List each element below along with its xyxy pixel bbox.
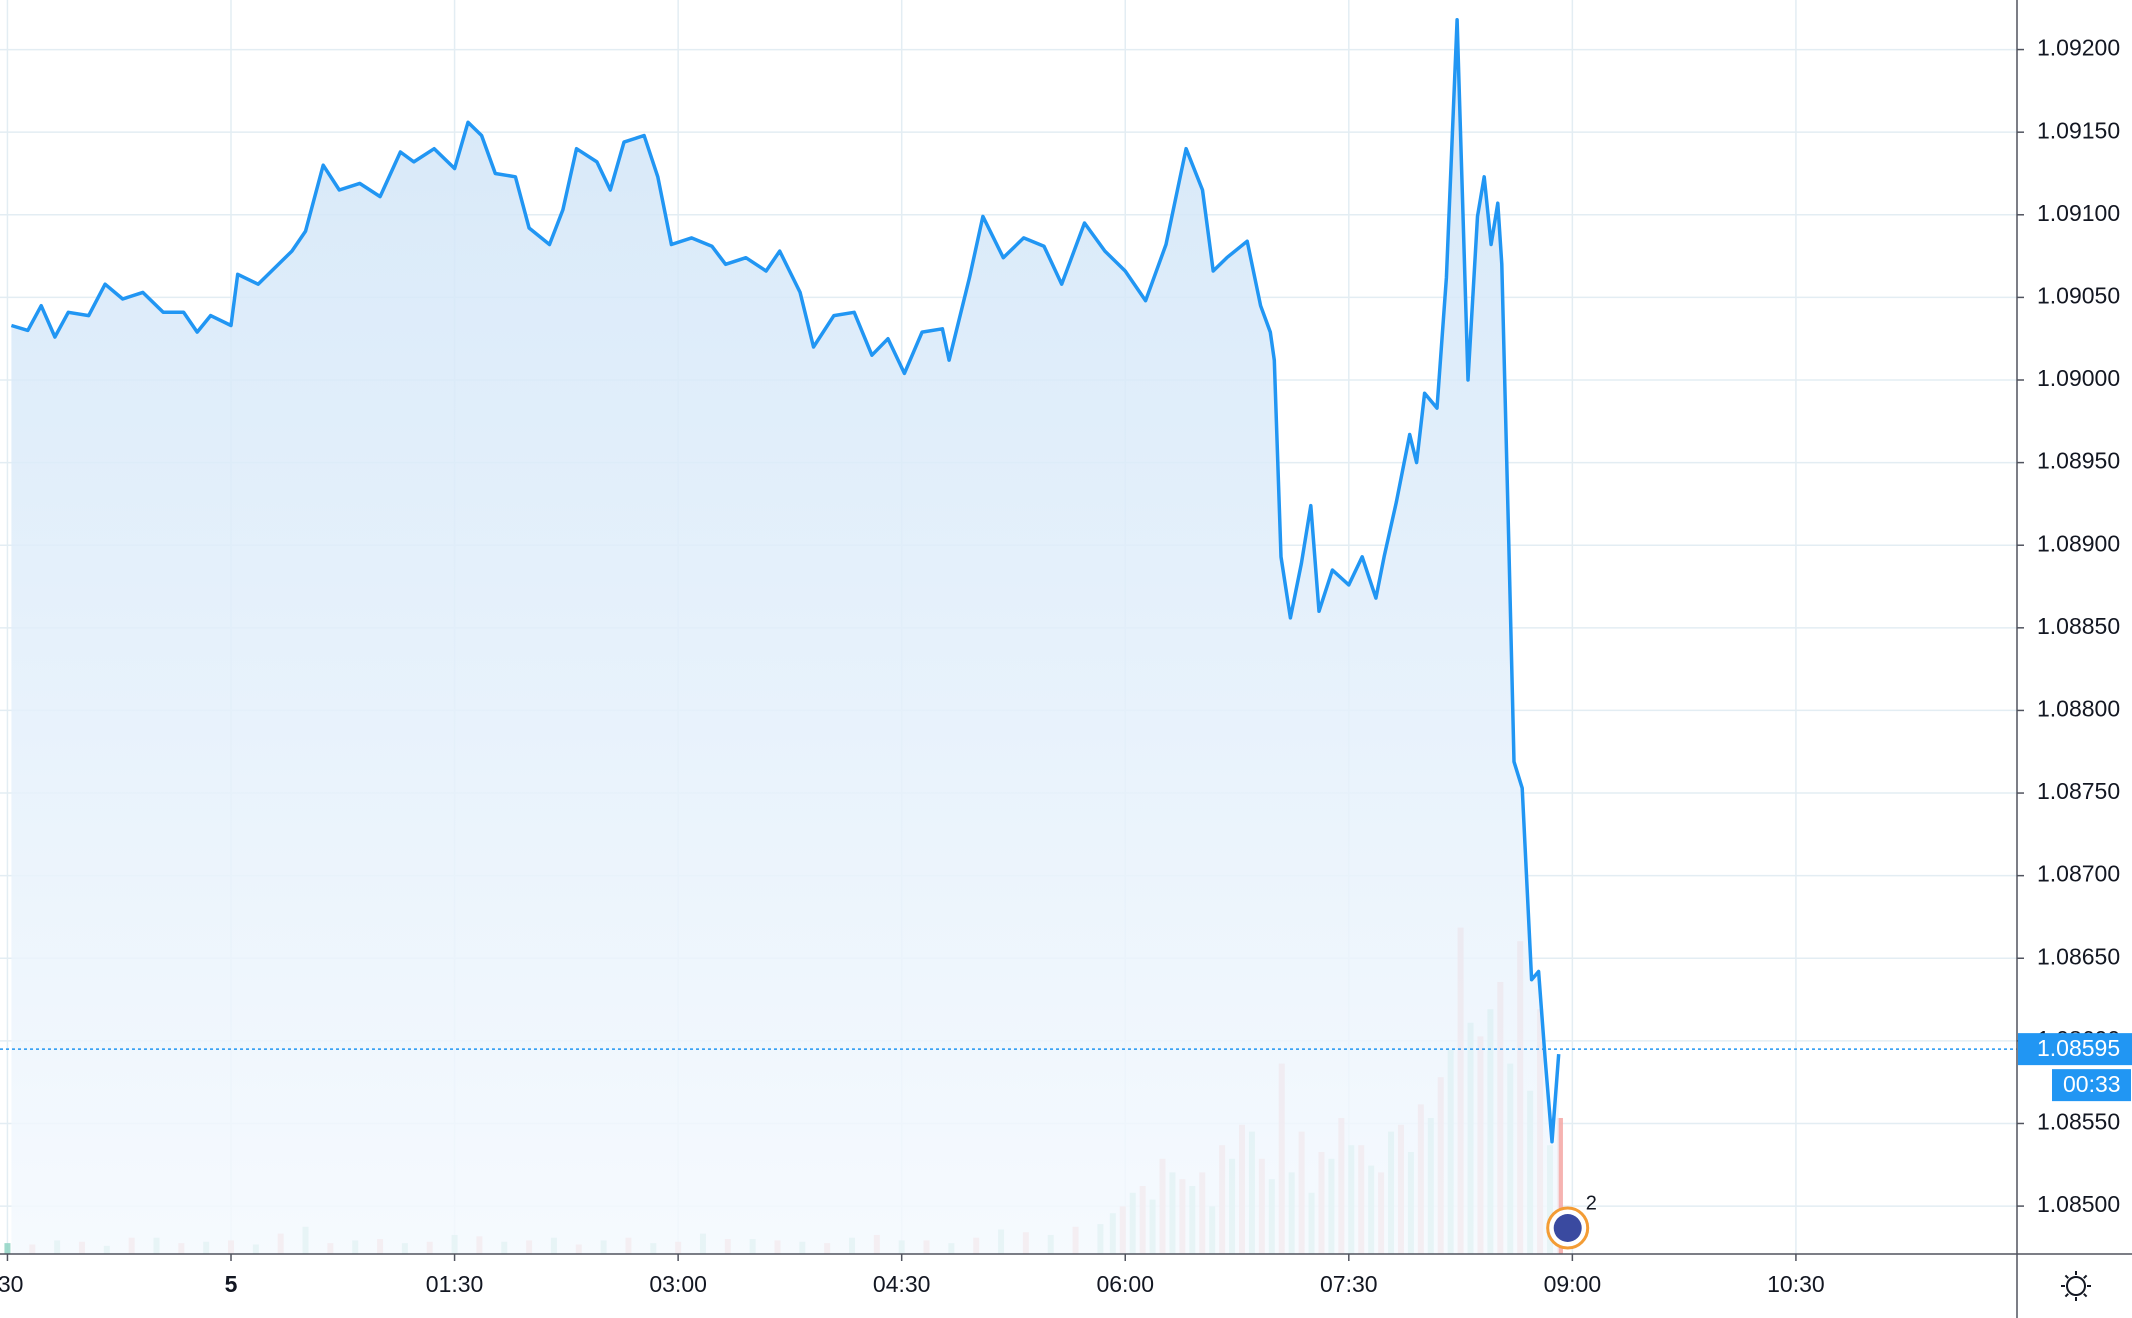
- y-tick-label: 1.09200: [2037, 35, 2120, 61]
- event-icon: [1553, 1214, 1582, 1242]
- y-tick-label: 1.09150: [2037, 117, 2120, 143]
- x-tick-label: 09:00: [1544, 1271, 1602, 1297]
- volume-bar: [4, 1243, 11, 1254]
- area-fill: [11, 19, 1559, 1254]
- y-tick-label: 1.08650: [2037, 943, 2120, 969]
- y-tick-label: 1.08950: [2037, 448, 2120, 474]
- y-tick-label: 1.08800: [2037, 696, 2120, 722]
- x-tick-label: 01:30: [426, 1271, 484, 1297]
- x-tick-label: 04:30: [873, 1271, 931, 1297]
- settings-icon[interactable]: [2061, 1271, 2091, 1301]
- y-tick-label: 1.08750: [2037, 778, 2120, 804]
- y-tick-label: 1.09100: [2037, 200, 2120, 226]
- volume-bar: [1556, 1117, 1563, 1254]
- countdown-label: 00:33: [2063, 1071, 2121, 1097]
- x-tick-label: 06:00: [1096, 1271, 1154, 1297]
- price-line: [10, 18, 1561, 1144]
- y-tick-label: 1.09000: [2037, 365, 2120, 391]
- y-tick-label: 1.08850: [2037, 613, 2120, 639]
- x-tick-label: :30: [0, 1271, 23, 1297]
- x-tick-label: 5: [225, 1271, 238, 1297]
- x-tick-label: 03:00: [649, 1271, 707, 1297]
- last-price-box: [2018, 1033, 2132, 1066]
- plot: 2: [0, 18, 2017, 1254]
- y-tick-label: 1.08700: [2037, 861, 2120, 887]
- axes: 1.085001.085501.086001.086501.087001.087…: [0, 35, 2132, 1297]
- y-tick-label: 1.08550: [2037, 1109, 2120, 1135]
- y-tick-label: 1.09050: [2037, 282, 2120, 308]
- y-tick-label: 1.08500: [2037, 1191, 2120, 1217]
- last-price-label: 1.08595: [2037, 1035, 2120, 1061]
- y-tick-label: 1.08900: [2037, 530, 2120, 556]
- countdown-box: [2052, 1069, 2131, 1102]
- event-count: 2: [1586, 1192, 1597, 1214]
- x-tick-label: 07:30: [1320, 1271, 1378, 1297]
- x-tick-label: 10:30: [1767, 1271, 1825, 1297]
